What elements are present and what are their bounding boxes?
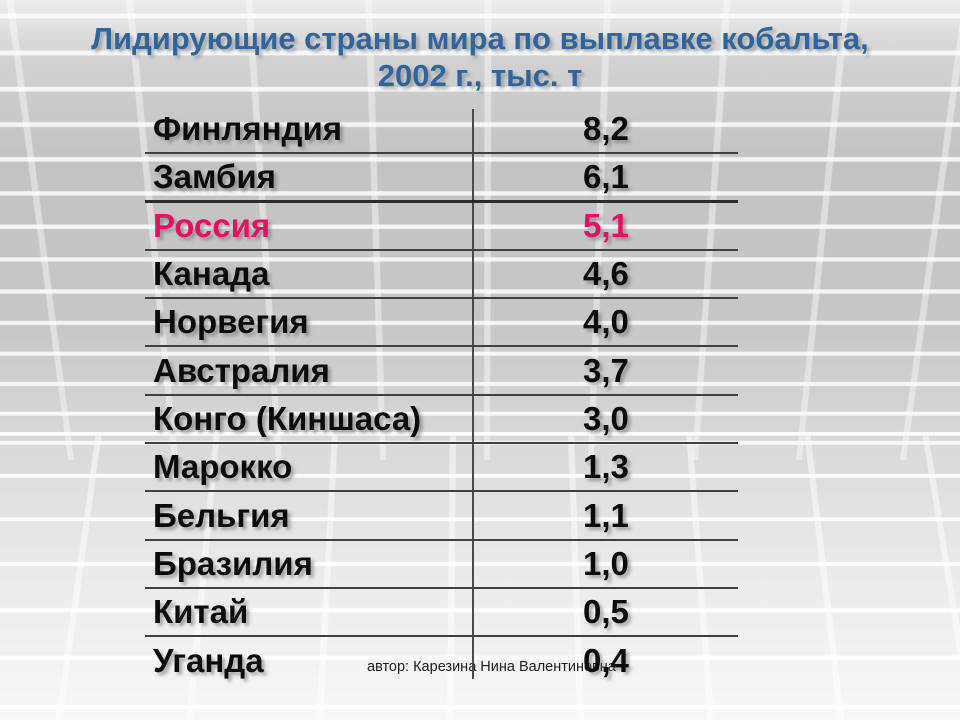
slide-title: Лидирующие страны мира по выплавке кобал… <box>0 20 960 94</box>
country-label: Замбия <box>153 157 276 195</box>
table-row: Бразилия 1,0 <box>145 541 738 589</box>
value-label: 5,1 <box>583 206 629 244</box>
table-row: Марокко 1,3 <box>145 444 738 493</box>
value-label: 1,1 <box>583 496 629 534</box>
country-label: Китай <box>153 593 249 631</box>
table-row: Бельгия 1,1 <box>145 492 738 541</box>
value-label: 0,4 <box>583 642 629 680</box>
value-label: 6,1 <box>583 157 629 195</box>
value-label: 4,0 <box>583 303 629 341</box>
table-row: Финляндия 8,2 <box>145 106 738 155</box>
country-label: Финляндия <box>153 110 343 148</box>
country-label: Бельгия <box>153 496 290 534</box>
country-label: Марокко <box>153 448 293 486</box>
country-label: Россия <box>153 206 271 244</box>
value-label: 0,5 <box>583 593 629 631</box>
value-label: 1,3 <box>583 448 629 486</box>
table-row: Норвегия 4,0 <box>145 299 738 348</box>
table-row: Конго (Киншаса) 3,0 <box>145 396 738 445</box>
value-label: 4,6 <box>583 255 629 293</box>
value-label: 3,0 <box>583 399 629 437</box>
cobalt-table: Финляндия 8,2 Замбия 6,1 Россия 5,1 Кана… <box>145 106 738 686</box>
slide-title-line2: 2002 г., тыс. т <box>377 58 583 93</box>
value-label: 3,7 <box>583 351 629 389</box>
table-row: Австралия 3,7 <box>145 347 738 396</box>
country-label: Канада <box>153 255 270 293</box>
table-row-highlighted: Россия 5,1 <box>145 203 738 251</box>
table-row: Китай 0,5 <box>145 589 738 638</box>
slide-title-line1: Лидирующие страны мира по выплавке кобал… <box>91 21 869 56</box>
table-row: Замбия 6,1 <box>145 154 738 203</box>
country-label: Норвегия <box>153 303 309 341</box>
table-row: Канада 4,6 <box>145 251 738 300</box>
value-label: 1,0 <box>583 544 629 582</box>
country-label: Уганда <box>153 642 264 680</box>
country-label: Конго (Киншаса) <box>153 399 422 437</box>
country-label: Бразилия <box>153 544 313 582</box>
value-label: 8,2 <box>583 110 629 148</box>
country-label: Австралия <box>153 351 330 389</box>
table-row: Уганда 0,4 <box>145 637 738 685</box>
